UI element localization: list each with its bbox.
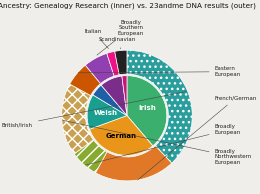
Text: Irish: Irish bbox=[138, 105, 156, 111]
Title: Ancestry: Genealogy Research (inner) vs. 23andme DNA results (outer): Ancestry: Genealogy Research (inner) vs.… bbox=[0, 3, 256, 9]
Text: Broadly
Southern
European: Broadly Southern European bbox=[97, 20, 144, 55]
Wedge shape bbox=[62, 84, 93, 154]
Text: Welsh: Welsh bbox=[94, 110, 118, 116]
Text: Broadly
Northwestern
European: Broadly Northwestern European bbox=[63, 120, 252, 165]
Wedge shape bbox=[127, 50, 192, 163]
Wedge shape bbox=[87, 95, 127, 129]
Wedge shape bbox=[127, 76, 167, 146]
Wedge shape bbox=[70, 65, 101, 96]
Wedge shape bbox=[101, 76, 127, 116]
Text: German: German bbox=[106, 133, 137, 139]
Wedge shape bbox=[90, 116, 153, 155]
Text: Broadly
European: Broadly European bbox=[85, 125, 241, 165]
Wedge shape bbox=[115, 50, 127, 75]
Wedge shape bbox=[93, 85, 127, 116]
Wedge shape bbox=[74, 140, 107, 173]
Wedge shape bbox=[85, 53, 114, 84]
Wedge shape bbox=[95, 146, 172, 181]
Wedge shape bbox=[107, 51, 119, 76]
Text: French/German: French/German bbox=[138, 95, 257, 180]
Text: Scandinavian: Scandinavian bbox=[99, 37, 136, 49]
Text: Italian: Italian bbox=[85, 29, 108, 49]
Text: British/Irish: British/Irish bbox=[2, 91, 186, 128]
Wedge shape bbox=[122, 76, 127, 116]
Text: Eastern
European: Eastern European bbox=[78, 66, 241, 77]
